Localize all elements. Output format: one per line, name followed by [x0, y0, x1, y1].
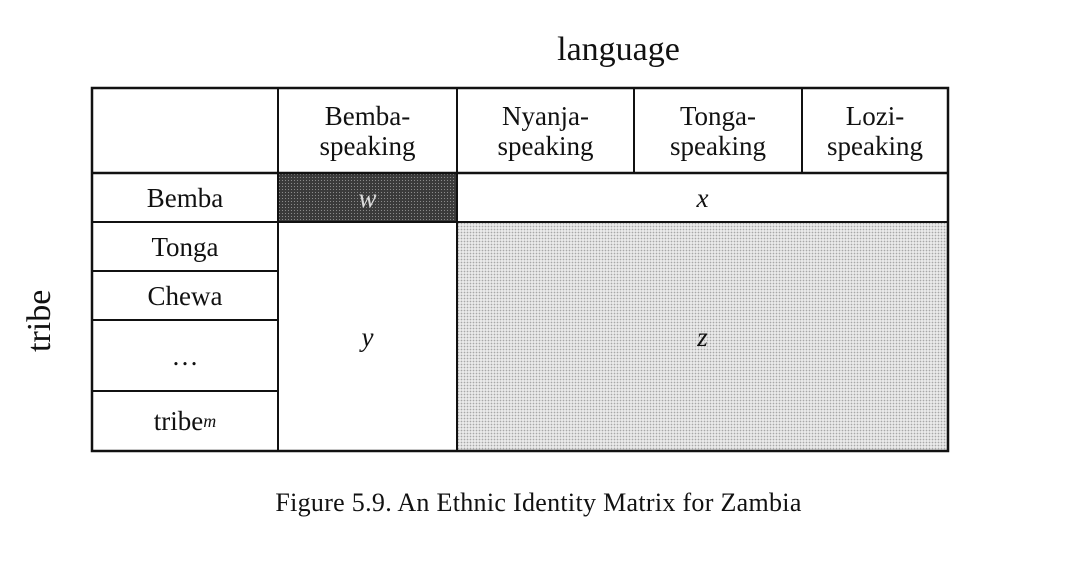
cell-y: y	[361, 321, 374, 352]
tribe-m-base: tribe	[153, 406, 204, 436]
column-header-bemba-speaking: Bemba- speaking	[319, 100, 416, 161]
cell-w: w	[278, 173, 457, 222]
tribe-m-subscript: m	[203, 411, 217, 431]
row-axis-label: tribe	[21, 289, 58, 352]
row-header-tribe-m: tribe m	[92, 391, 278, 451]
row-header-ellipsis: …	[171, 340, 199, 371]
row-header-tonga: Tonga	[151, 231, 219, 262]
column-axis-label: language	[557, 31, 680, 68]
column-header-nyanja-speaking: Nyanja- speaking	[497, 100, 594, 161]
row-header-chewa: Chewa	[147, 280, 223, 311]
figure-caption: Figure 5.9. An Ethnic Identity Matrix fo…	[275, 488, 802, 517]
column-header-lozi-speaking: Lozi- speaking	[827, 100, 923, 161]
empty-corner-cell	[92, 88, 278, 173]
column-header-tonga-speaking: Tonga- speaking	[670, 100, 766, 161]
cell-z: z	[457, 222, 948, 451]
row-header-bemba: Bemba	[146, 182, 224, 213]
cell-x: x	[696, 182, 709, 213]
